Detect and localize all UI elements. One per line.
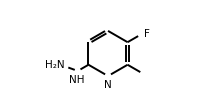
Text: NH: NH xyxy=(69,75,84,85)
Text: H₂N: H₂N xyxy=(45,60,64,70)
Text: N: N xyxy=(104,80,112,90)
Text: F: F xyxy=(144,29,149,39)
